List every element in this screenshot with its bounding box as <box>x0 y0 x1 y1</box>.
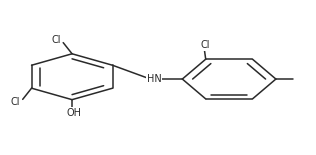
Text: HN: HN <box>147 74 161 84</box>
Text: Cl: Cl <box>200 40 210 50</box>
Text: Cl: Cl <box>52 35 61 45</box>
Text: Cl: Cl <box>11 97 21 107</box>
Text: OH: OH <box>66 108 81 118</box>
